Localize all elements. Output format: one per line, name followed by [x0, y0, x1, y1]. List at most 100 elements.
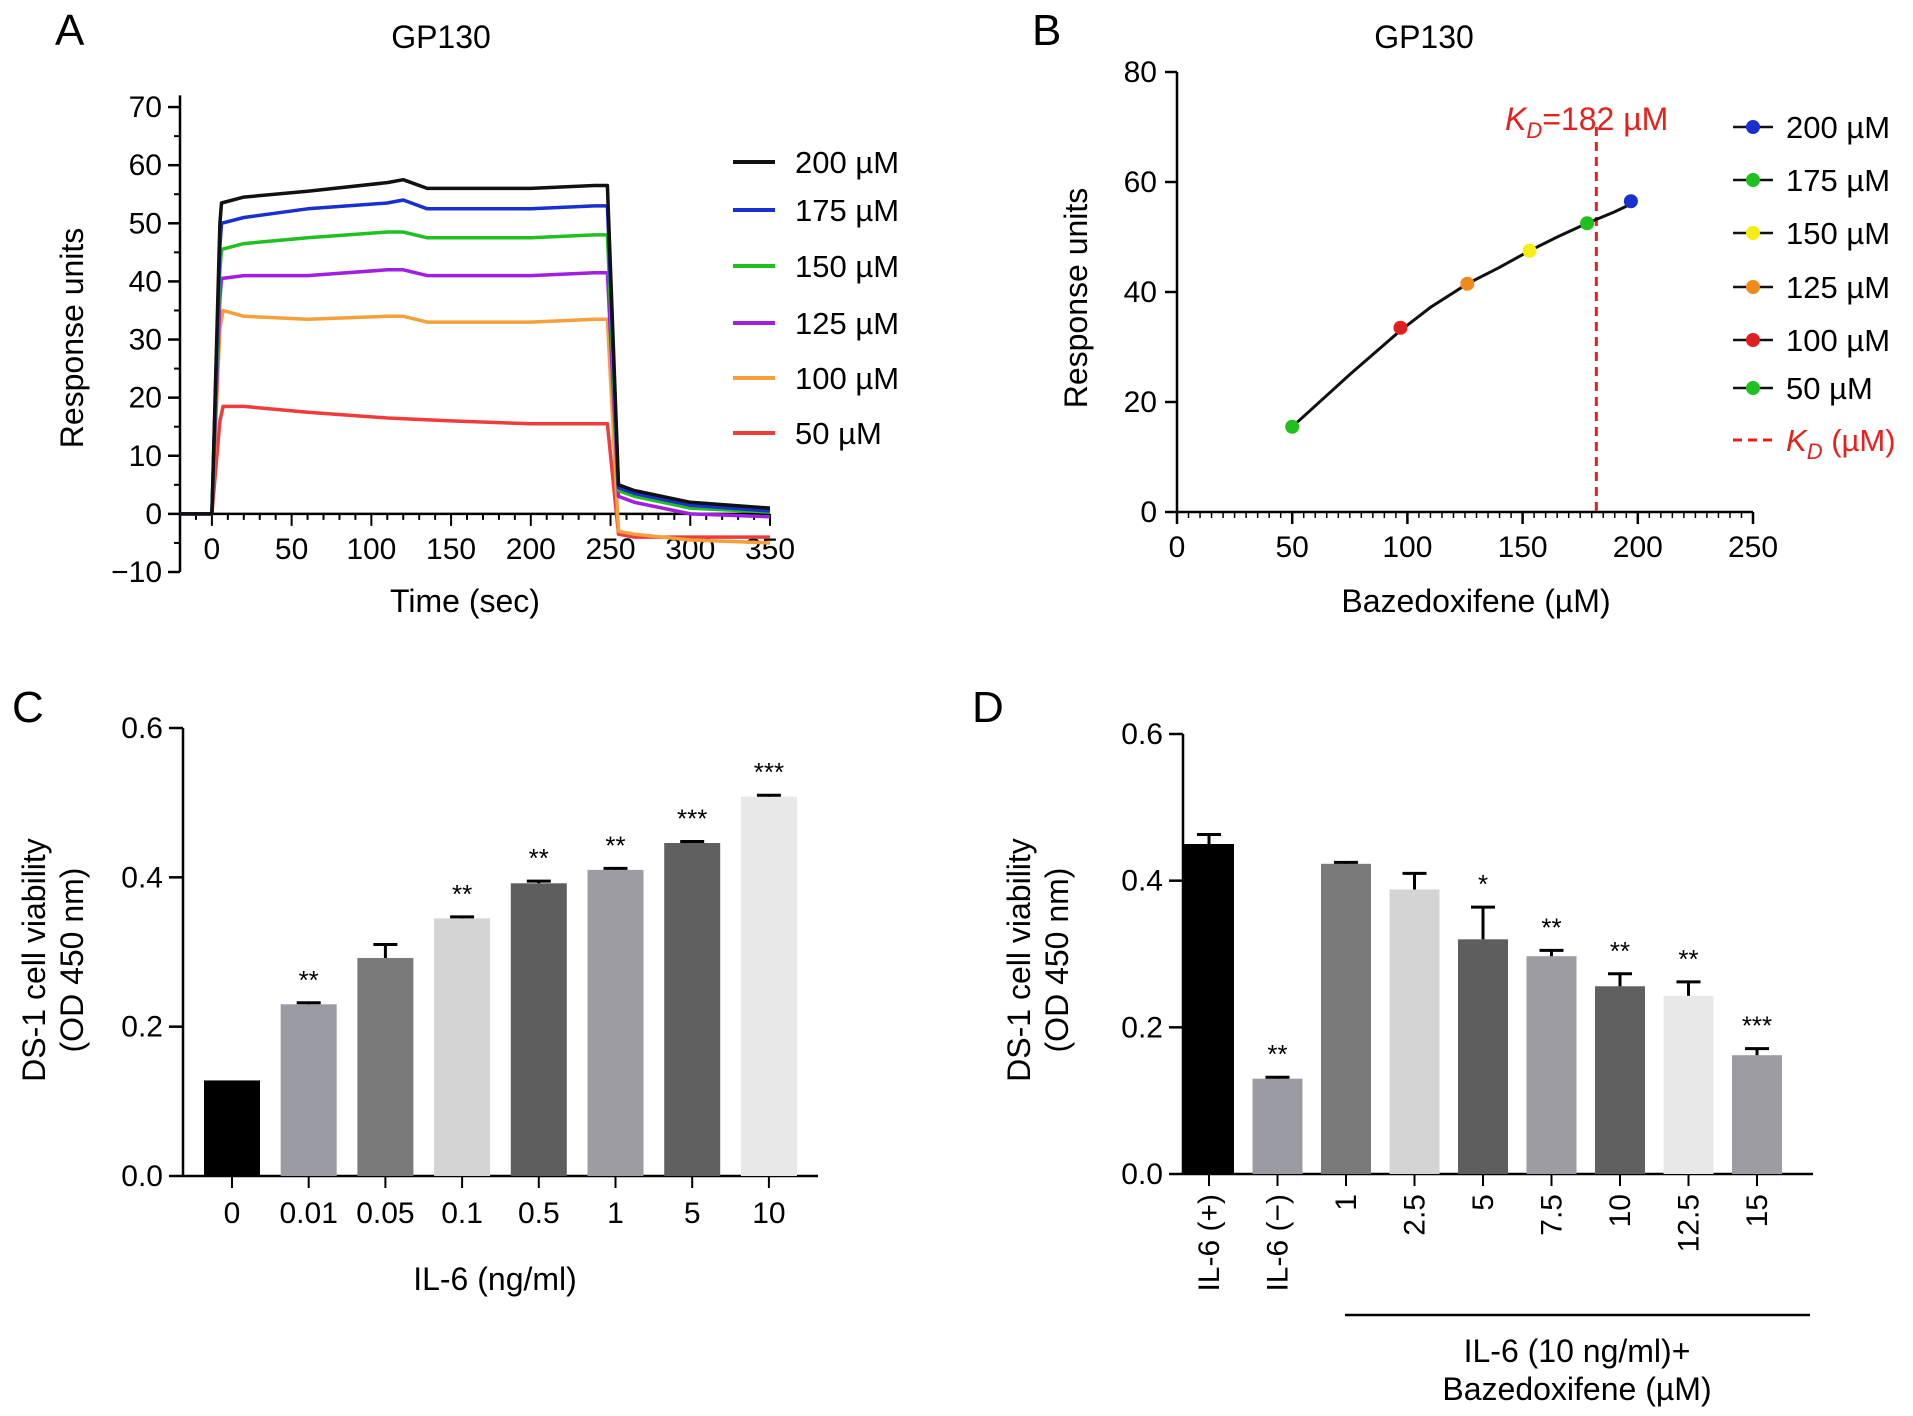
d-x-tick-label: 5: [1467, 1194, 1500, 1211]
kd-annotation-subscript: D: [1526, 118, 1542, 143]
c-significance: **: [452, 879, 472, 909]
panel-a-y-tick-label: 70: [129, 91, 162, 124]
panel-b-legend-label: 125 µM: [1786, 270, 1890, 305]
panel-a-y-tick-label: −10: [111, 556, 162, 589]
c-y-tick-label: 0.6: [121, 712, 163, 745]
panel-b-x-tick-label: 250: [1728, 531, 1778, 564]
panel-a-legend-label: 175 µM: [795, 193, 899, 228]
panel-b-legend-swatch-dot: [1746, 226, 1760, 240]
d-significance: *: [1478, 869, 1488, 899]
panel-a-x-tick-label: 50: [275, 533, 308, 566]
data-point: [1522, 243, 1537, 258]
c-y-tick-label: 0.4: [121, 861, 163, 894]
panel-b-title: GP130: [1374, 19, 1474, 55]
d-x-tick-label: 2.5: [1399, 1194, 1432, 1236]
panel-b-legend-swatch-dot: [1746, 333, 1760, 347]
panel-a-ylabel: Response units: [54, 228, 90, 449]
panel-b-xlabel: Bazedoxifene (µM): [1341, 583, 1610, 619]
panel-b-x-tick-label: 0: [1169, 531, 1186, 564]
c-significance: **: [529, 843, 549, 873]
panel-b-x-tick-label: 200: [1613, 531, 1663, 564]
kd-annotation: KD=182 µM: [1505, 101, 1668, 143]
c-bar: [740, 796, 797, 1176]
panel-b-x-tick-label: 100: [1382, 531, 1432, 564]
panel-a-x-tick-label: 250: [586, 533, 636, 566]
c-bar: [587, 869, 644, 1176]
panel-d-label: D: [972, 683, 1004, 732]
panel-a-y-tick-label: 10: [129, 440, 162, 473]
panel-a: A GP130 Time (sec) Response units −10 0 10…: [54, 6, 899, 619]
d-y-tick-label: 0.6: [1121, 718, 1163, 751]
data-point: [1393, 320, 1408, 335]
d-bar: [1389, 889, 1440, 1174]
panel-a-label: A: [55, 6, 85, 55]
legend-kd-unit: (µM): [1823, 423, 1896, 458]
d-y-tick-label: 0.0: [1121, 1158, 1163, 1191]
panel-b-legend-label: 175 µM: [1786, 163, 1890, 198]
panel-a-legend-label: 50 µM: [795, 416, 882, 451]
c-x-tick-label: 0.01: [280, 1197, 338, 1230]
c-bar: [664, 842, 721, 1176]
c-significance: **: [605, 830, 625, 860]
panel-d-group-label-line1: IL-6 (10 ng/ml)+: [1464, 1333, 1691, 1369]
legend-kd-symbol: K: [1786, 423, 1808, 458]
c-x-tick-label: 0: [224, 1197, 241, 1230]
panel-d-ylabel2: (OD 450 nm): [1039, 868, 1075, 1053]
d-x-tick-label: IL-6 (+): [1193, 1194, 1226, 1292]
data-point: [1460, 276, 1475, 291]
d-bar: [1184, 844, 1234, 1174]
panel-a-x-tick-label: 150: [426, 533, 476, 566]
panel-a-title: GP130: [391, 19, 491, 55]
kd-annotation-value: =182 µM: [1542, 101, 1668, 137]
panel-b-legend-label: 200 µM: [1786, 110, 1890, 145]
panel-b-legend-label: 150 µM: [1786, 216, 1890, 251]
d-x-tick-label: 12.5: [1673, 1194, 1706, 1252]
panel-a-x-tick-label: 200: [506, 533, 556, 566]
d-x-tick-label: 7.5: [1536, 1194, 1569, 1236]
panel-b: B GP130 Bazedoxifene (µM) Response units…: [1032, 6, 1896, 619]
d-x-tick-label: 1: [1330, 1194, 1363, 1211]
data-point: [1623, 194, 1638, 209]
panel-c-ylabel: DS-1 cell viability: [16, 838, 52, 1082]
panel-a-y-tick-label: 20: [129, 382, 162, 415]
panel-b-x-tick-label: 150: [1498, 531, 1548, 564]
panel-a-x-tick-label: 100: [346, 533, 396, 566]
panel-a-y-tick-label: 60: [129, 149, 162, 182]
panel-a-series-line: [180, 404, 770, 539]
d-x-tick-label: 10: [1604, 1194, 1637, 1227]
d-significance: **: [1267, 1039, 1287, 1069]
panel-a-x-tick-label: 0: [204, 533, 221, 566]
d-x-tick-label: IL-6 (−): [1262, 1194, 1295, 1292]
panel-a-legend-label: 100 µM: [795, 361, 899, 396]
c-bar: [280, 1004, 337, 1176]
panel-a-y-tick-label: 50: [129, 207, 162, 240]
panel-b-legend-kd-label: KD (µM): [1786, 423, 1896, 464]
legend-kd-subscript: D: [1807, 439, 1823, 464]
d-y-tick-label: 0.2: [1121, 1011, 1163, 1044]
panel-b-label: B: [1032, 6, 1061, 55]
data-point: [1285, 419, 1300, 434]
c-x-tick-label: 1: [607, 1197, 624, 1230]
panel-b-y-tick-label: 80: [1124, 56, 1157, 89]
kd-annotation-symbol: K: [1505, 101, 1528, 137]
d-significance: **: [1541, 912, 1561, 942]
panel-b-legend-swatch-dot: [1746, 173, 1760, 187]
c-bar: [357, 957, 414, 1176]
panel-b-legend-swatch-dot: [1746, 280, 1760, 294]
data-point: [1580, 216, 1595, 231]
d-bar: [1526, 956, 1577, 1174]
panel-a-xlabel: Time (sec): [390, 583, 540, 619]
d-significance: ***: [1742, 1011, 1772, 1041]
panel-d-ylabel: DS-1 cell viability: [1001, 838, 1037, 1082]
d-y-tick-label: 0.4: [1121, 865, 1163, 898]
panel-b-y-tick-label: 40: [1124, 276, 1157, 309]
panel-c-ylabel2: (OD 450 nm): [54, 868, 90, 1053]
c-x-tick-label: 10: [752, 1197, 785, 1230]
panel-b-x-tick-label: 50: [1276, 531, 1309, 564]
d-x-tick-label: 15: [1741, 1194, 1774, 1227]
d-bar: [1321, 863, 1371, 1174]
fit-curve: [1291, 202, 1632, 428]
panel-a-y-tick-label: 0: [145, 498, 162, 531]
panel-a-y-tick-label: 40: [129, 265, 162, 298]
